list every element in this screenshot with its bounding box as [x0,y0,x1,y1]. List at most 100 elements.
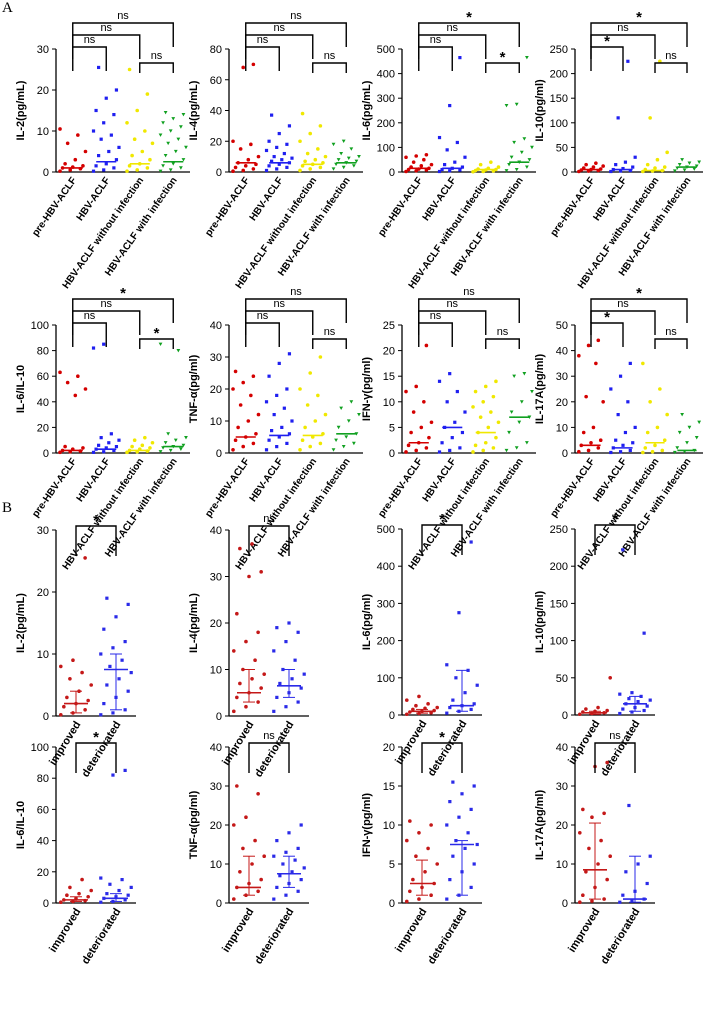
data-point [111,773,115,777]
data-point [475,842,479,847]
data-point [282,406,286,410]
y-tick-label: 10 [383,820,395,832]
y-tick-label: 250 [550,524,568,536]
data-point [308,444,313,449]
significance-label: ns [263,730,275,742]
significance-bracket [245,46,280,71]
significance-bracket [418,46,453,71]
data-point [287,352,292,356]
data-point [232,709,236,714]
y-tick-label: 30 [210,572,222,584]
data-point [623,430,628,435]
data-point [231,448,235,452]
data-point [475,683,479,687]
data-point [296,846,300,850]
data-point [91,450,96,454]
data-point [77,891,81,896]
data-point [514,446,519,450]
significance-bracket [72,298,174,323]
data-point [426,702,430,706]
data-point [675,446,680,450]
data-point [414,168,419,173]
significance-bracket [590,22,688,47]
data-point [628,168,632,173]
y-axis-label: IL-6/IL-10 [15,365,27,413]
data-point [127,67,132,72]
y-tick-label: 5 [389,422,395,434]
data-point [346,419,351,423]
data-point [608,854,612,858]
data-point [233,369,238,374]
data-point [60,166,65,170]
significance-label: ns [665,50,677,62]
y-tick-label: 60 [210,75,222,87]
data-point [445,400,449,404]
y-tick-label: 10 [37,126,49,138]
data-point [437,135,442,140]
x-category-label: deteriorated [426,718,470,778]
data-point [435,705,440,710]
data-point [316,393,320,398]
y-axis-label: IL-4(pg/mL) [188,593,200,653]
data-point [132,137,137,141]
x-category-label: pre-HBV-ACLF [376,456,425,519]
y-tick-label: 50 [556,142,568,154]
data-point [275,885,279,889]
data-point [184,145,188,150]
data-point [102,896,106,900]
y-tick-label: 40 [37,397,49,409]
significance-label: ns [84,34,96,46]
x-category-label: HBV-ACLF [248,456,286,504]
data-point [429,162,434,167]
data-point [287,161,292,165]
data-point [272,413,276,417]
data-point [473,389,478,394]
data-point [611,446,615,450]
data-point [135,108,140,113]
data-point [351,441,356,446]
significance-label: ns [497,326,509,338]
data-point [437,169,442,174]
data-point [645,162,650,167]
y-tick-label: 20 [210,820,222,832]
data-point [259,570,263,574]
data-point [504,103,509,108]
y-tick-label: 10 [383,397,395,409]
data-point [99,137,103,141]
data-point [341,445,346,449]
data-point [453,160,457,164]
data-point [341,165,346,170]
data-point [241,380,246,385]
data-point [148,446,152,450]
data-point [104,162,108,166]
significance-bracket [421,524,463,555]
data-point [244,704,248,709]
data-point [277,131,281,136]
data-point [645,881,649,886]
data-point [509,155,514,160]
data-point [102,450,106,454]
data-point [308,371,313,375]
data-point [630,899,634,903]
data-point [623,160,628,164]
data-point [238,147,243,151]
y-tick-label: 30 [37,525,49,537]
data-point [584,870,588,874]
data-point [140,149,145,154]
data-point [494,379,498,384]
data-point [460,792,464,796]
data-point [631,165,635,169]
data-point [282,151,286,156]
data-point [460,430,465,435]
data-point [178,447,183,451]
data-point [458,168,462,172]
data-point [184,436,188,440]
data-point [104,96,108,100]
data-point [448,372,452,376]
data-point [633,155,637,159]
y-tick-label: 50 [556,673,568,685]
data-point [117,145,121,149]
data-point [298,139,302,144]
data-point [677,163,682,167]
data-point [626,400,630,404]
